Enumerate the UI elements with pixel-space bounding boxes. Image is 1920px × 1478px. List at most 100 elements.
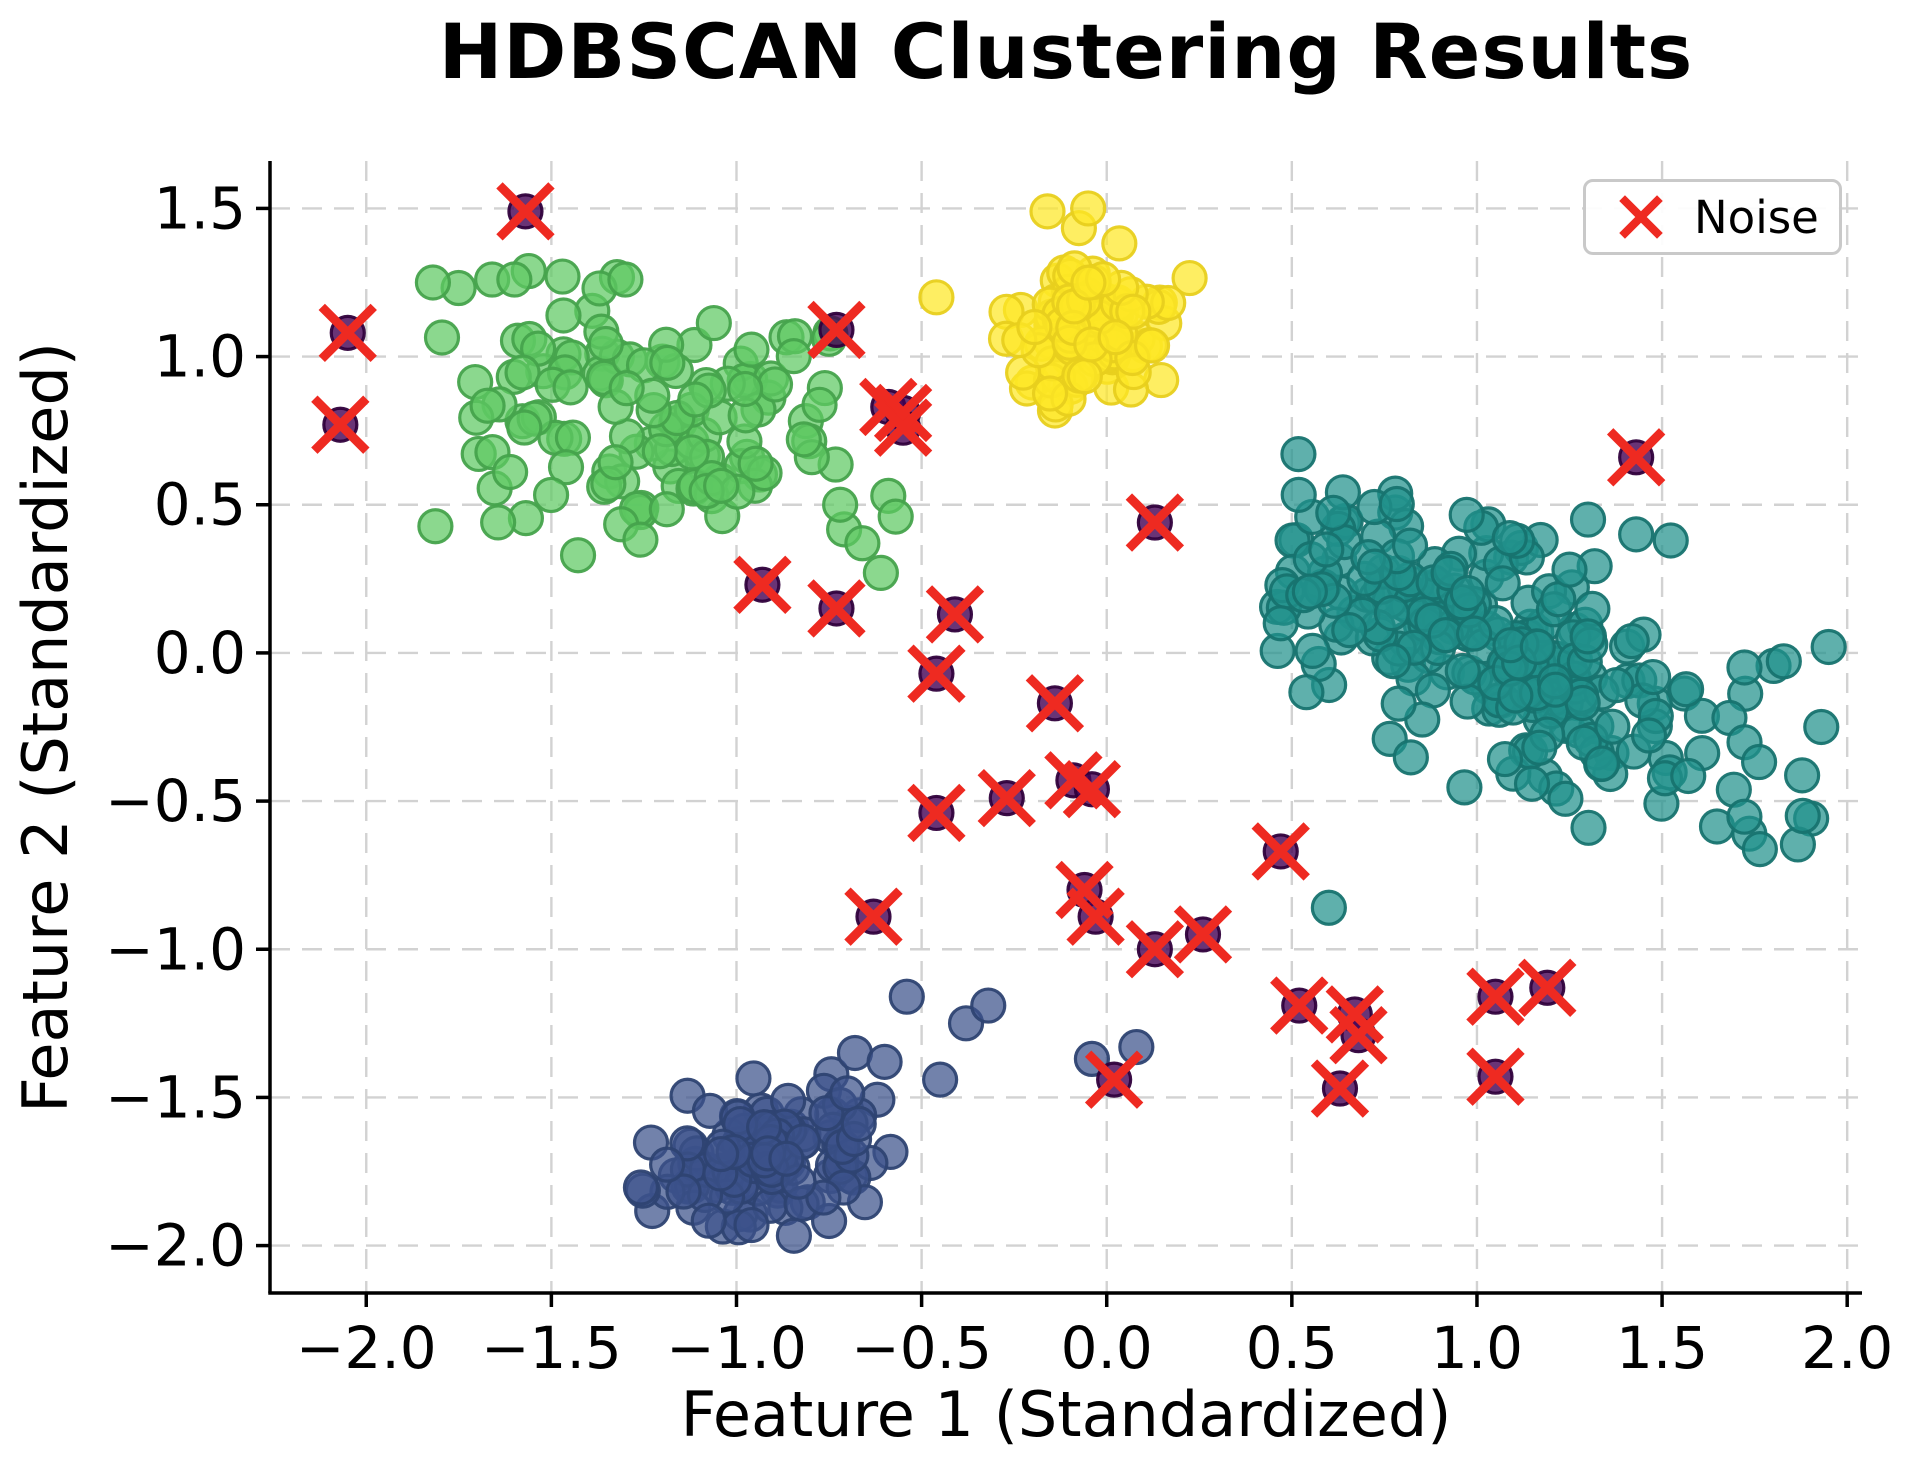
cluster-yellow-point <box>1066 358 1103 395</box>
cluster-navy-point <box>888 978 925 1015</box>
cluster-teal-point <box>1741 831 1778 868</box>
cluster-teal-point <box>1740 743 1778 781</box>
noise-x-marker <box>873 398 933 457</box>
noise-x-marker <box>1044 751 1103 810</box>
cluster-teal-point <box>1537 671 1574 708</box>
noise-x-marker <box>1125 920 1185 979</box>
y-tick-label: 0.0 <box>154 619 246 687</box>
legend: Noise <box>1583 179 1842 255</box>
noise-x-marker <box>733 555 792 614</box>
x-axis-label: Feature 1 (Standardized) <box>680 1378 1452 1451</box>
cluster-navy-point <box>840 1105 877 1142</box>
cluster-teal-point <box>1551 551 1588 588</box>
noise-x-marker <box>907 644 966 703</box>
y-axis-label-box: Feature 2 (Standardized) <box>9 161 82 1293</box>
cluster-yellow-point <box>1070 190 1107 227</box>
noise-x-marker <box>311 395 370 454</box>
cluster-teal-point <box>1652 522 1689 559</box>
cluster-teal-point <box>1765 643 1802 680</box>
noise-x-marker <box>318 303 377 363</box>
cluster-teal-point <box>1784 757 1821 794</box>
cluster-green-point <box>506 409 543 446</box>
cluster-green-point <box>862 554 899 592</box>
cluster-teal-point <box>1308 531 1345 568</box>
cluster-navy-point <box>775 1217 813 1254</box>
y-tick-label: 1.0 <box>154 323 246 391</box>
cluster-green-point <box>480 504 517 541</box>
cluster-teal-point <box>1803 708 1840 746</box>
cluster-teal-point <box>1630 717 1668 754</box>
cluster-teal-point <box>1315 494 1352 531</box>
x-tick-label: 0.5 <box>1246 1314 1338 1382</box>
cluster-yellow-point <box>1029 193 1066 230</box>
cluster-yellow-point <box>918 279 955 316</box>
cluster-teal-point <box>1280 436 1317 473</box>
noise-x-marker <box>907 783 966 843</box>
cluster-teal-point <box>1618 516 1655 553</box>
y-tick-label: 0.5 <box>154 471 246 539</box>
cluster-green-point <box>756 366 794 403</box>
cluster-green-point <box>587 325 624 363</box>
noise-x-marker <box>873 383 933 443</box>
cluster-teal-point <box>1291 573 1328 610</box>
cluster-green-point <box>547 449 585 486</box>
cluster-yellow-point <box>1133 327 1171 364</box>
noise-x-marker <box>844 887 903 946</box>
cluster-navy-point <box>733 1206 770 1244</box>
cluster-green-point <box>844 525 881 562</box>
cluster-teal-point <box>1449 574 1486 612</box>
cluster-green-point <box>673 434 710 471</box>
cluster-green-point <box>423 319 461 356</box>
y-tick-label: 1.5 <box>154 174 246 242</box>
x-tick-label: 0.0 <box>1061 1314 1153 1382</box>
cluster-green-point <box>469 387 506 424</box>
cluster-green-point <box>608 370 645 407</box>
cluster-green-point <box>414 264 452 301</box>
cluster-green-point <box>641 433 678 470</box>
y-tick-label: −1.5 <box>105 1063 246 1131</box>
cluster-navy-point <box>768 1140 805 1177</box>
cluster-teal-point <box>1356 548 1393 585</box>
cluster-green-point <box>703 467 740 504</box>
noise-x-marker <box>1251 822 1310 881</box>
cluster-green-point <box>822 486 859 523</box>
cluster-teal-point <box>1635 658 1672 696</box>
cluster-teal-point <box>1375 643 1412 680</box>
noise-x-marker <box>977 768 1036 828</box>
noise-x-icon <box>1619 195 1663 239</box>
cluster-navy-point <box>922 1061 959 1098</box>
noise-x-marker <box>807 579 866 638</box>
chart-title: HDBSCAN Clustering Results <box>438 7 1694 96</box>
cluster-teal-point <box>1497 677 1534 714</box>
cluster-green-point <box>877 498 914 535</box>
cluster-green-point <box>545 297 582 334</box>
cluster-teal-point <box>1378 485 1415 523</box>
cluster-teal-point <box>1288 674 1325 711</box>
x-tick-label: −1.5 <box>481 1314 622 1382</box>
cluster-navy-point <box>649 1146 686 1183</box>
cluster-yellow-point <box>1097 319 1134 356</box>
cluster-teal-point <box>1380 685 1417 722</box>
noise-x-marker <box>1066 887 1125 946</box>
cluster-teal-point <box>1569 501 1607 538</box>
noise-x-marker <box>1466 1047 1525 1106</box>
cluster-teal-point <box>1570 809 1607 846</box>
cluster-navy-point <box>690 1202 727 1239</box>
noise-x-marker <box>1084 1050 1144 1109</box>
noise-x-marker <box>1125 493 1185 552</box>
cluster-teal-point <box>1668 671 1705 708</box>
x-tick-label: −0.5 <box>851 1314 992 1382</box>
cluster-green-point <box>677 381 714 418</box>
noise-x-marker <box>1062 760 1122 819</box>
cluster-green-point <box>785 421 822 458</box>
x-tick-label: 1.5 <box>1616 1314 1708 1382</box>
x-tick-label: −1.0 <box>666 1314 807 1382</box>
cluster-green-point <box>737 445 774 482</box>
x-tick-label: 1.0 <box>1431 1314 1523 1382</box>
cluster-navy-point <box>665 1173 702 1210</box>
cluster-green-point <box>417 508 454 545</box>
cluster-teal-point <box>1444 652 1481 690</box>
noise-x-marker <box>807 300 866 360</box>
cluster-teal-point <box>1521 729 1558 766</box>
